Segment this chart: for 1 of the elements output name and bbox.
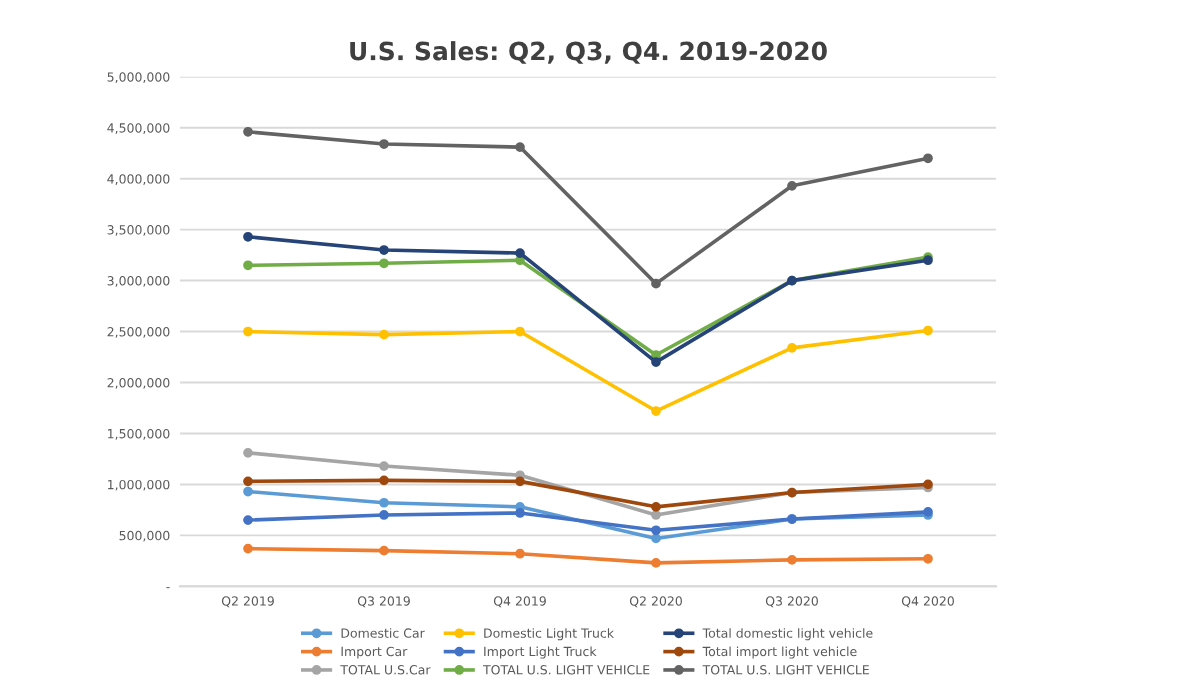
chart-title: U.S. Sales: Q2, Q3, Q4. 2019-2020 [350, 41, 827, 64]
